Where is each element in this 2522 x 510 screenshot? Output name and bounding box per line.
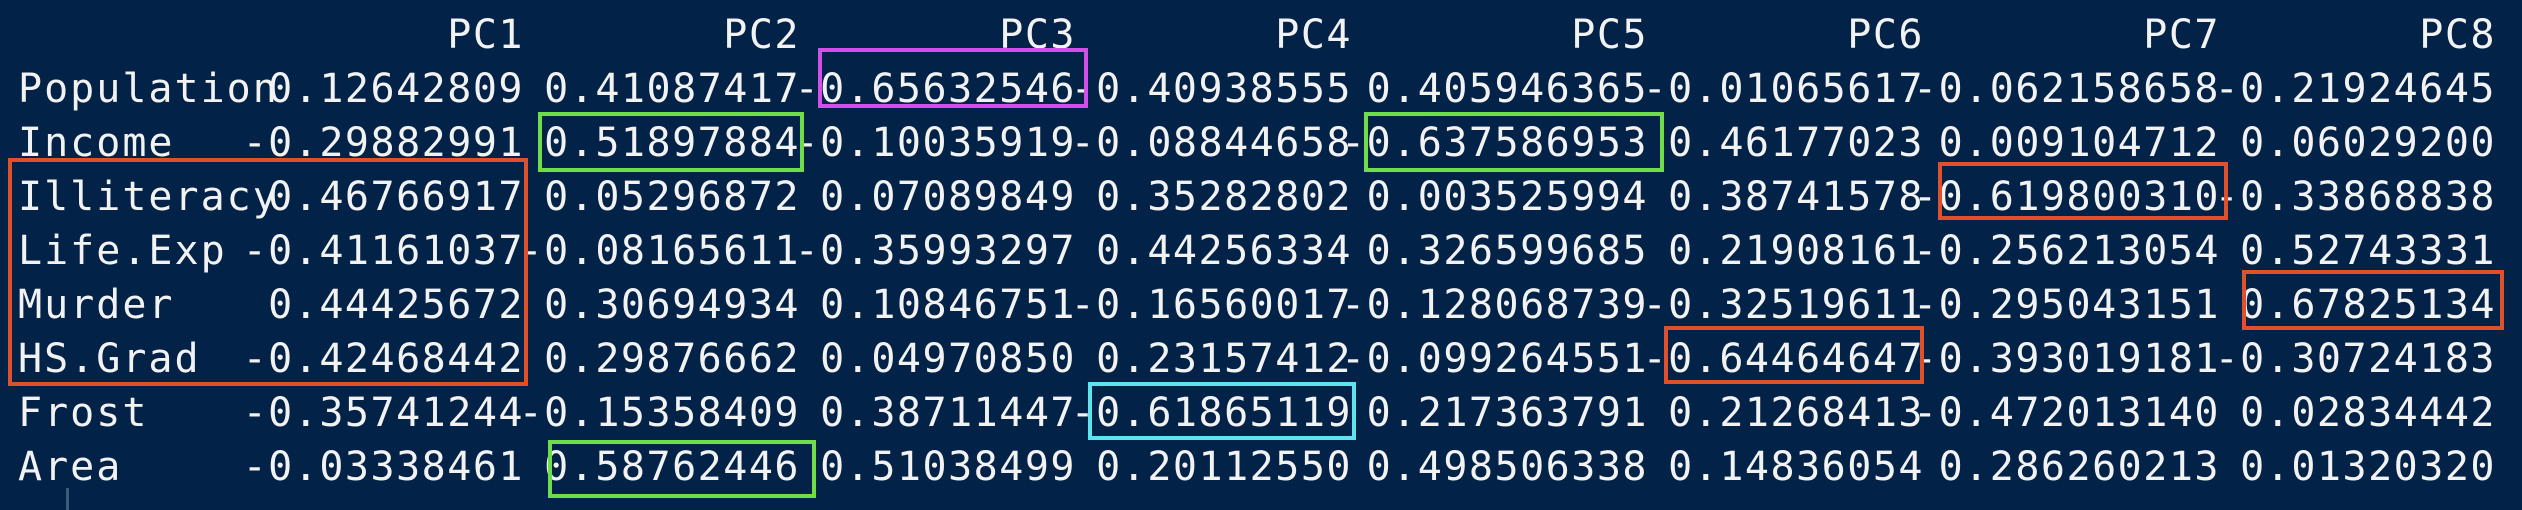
table-cell: -0.42468442 [242,336,524,382]
table-cell: 0.10846751 [820,282,1076,328]
table-cell: 0.05296872 [544,174,800,220]
table-cell: -0.08165611 [518,228,800,274]
table-cell: -0.10035919 [794,120,1076,166]
table-cell: -0.128068739 [1341,282,1648,328]
highlight-box-income-pc2 [538,112,804,172]
table-row-hs-grad: HS.Grad -0.42468442 0.29876662 0.0497085… [0,332,2522,386]
table-cell: 0.01320320 [2240,444,2496,490]
row-label-illiteracy: Illiteracy [18,174,279,220]
table-cell: 0.46766917 [268,174,524,220]
table-cell: -0.33868838 [2214,174,2496,220]
table-cell: 0.498506338 [1366,444,1648,490]
table-cell: 0.38711447 [820,390,1076,436]
table-cell: -0.03338461 [242,444,524,490]
table-cell: 0.35282802 [1096,174,1352,220]
table-cell: -0.472013140 [1913,390,2220,436]
table-cell: -0.295043151 [1913,282,2220,328]
row-label-area: Area [18,444,123,490]
column-header-pc6: PC6 [1847,12,1924,58]
table-cell: 0.286260213 [1938,444,2220,490]
column-header-pc1: PC1 [447,12,524,58]
table-cell: 0.29876662 [544,336,800,382]
table-cell: -0.619800310 [1913,174,2220,220]
table-cell: -0.16560017 [1070,282,1352,328]
table-row-area: Area -0.03338461 0.58762446 0.51038499 0… [0,440,2522,494]
table-cell: 0.38741578 [1668,174,1924,220]
table-cell: 0.21908161 [1668,228,1924,274]
row-label-frost: Frost [18,390,149,436]
table-cell: 0.58762446 [544,444,800,490]
table-cell: 0.52743331 [2240,228,2496,274]
highlight-box-hsgrad-pc6 [1664,326,1924,384]
table-cell: 0.14836054 [1668,444,1924,490]
highlight-box-frost-pc4 [1088,382,1356,440]
highlight-box-illiteracy-pc7 [1938,162,2228,220]
table-row-frost: Frost -0.35741244 -0.15358409 0.38711447… [0,386,2522,440]
table-row-illiteracy: Illiteracy 0.46766917 0.05296872 0.07089… [0,170,2522,224]
console-gutter-mark [66,488,69,510]
highlight-box-area-pc2 [548,440,816,498]
row-label-population: Population [18,66,279,112]
table-cell: -0.637586953 [1341,120,1648,166]
table-cell: -0.15358409 [518,390,800,436]
table-cell: 0.009104712 [1938,120,2220,166]
table-cell: -0.32519611 [1642,282,1924,328]
table-cell: -0.35993297 [794,228,1076,274]
column-header-pc7: PC7 [2143,12,2220,58]
row-label-hs-grad: HS.Grad [18,336,201,382]
table-row-murder: Murder 0.44425672 0.30694934 0.10846751 … [0,278,2522,332]
table-cell: -0.062158658 [1913,66,2220,112]
table-cell: -0.21924645 [2214,66,2496,112]
table-cell: 0.20112550 [1096,444,1352,490]
table-cell: 0.04970850 [820,336,1076,382]
table-cell: 0.07089849 [820,174,1076,220]
table-cell: -0.01065617 [1642,66,1924,112]
row-label-murder: Murder [18,282,175,328]
table-cell: 0.326599685 [1366,228,1648,274]
table-cell: 0.44425672 [268,282,524,328]
table-cell: 0.41087417 [544,66,800,112]
table-cell: 0.003525994 [1366,174,1648,220]
table-cell: -0.30724183 [2214,336,2496,382]
column-header-pc5: PC5 [1571,12,1648,58]
table-cell: -0.08844658 [1070,120,1352,166]
table-cell: -0.35741244 [242,390,524,436]
table-cell: 0.02834442 [2240,390,2496,436]
table-cell: 0.67825134 [2240,282,2496,328]
table-cell: -0.41161037 [242,228,524,274]
table-cell: -0.393019181 [1913,336,2220,382]
highlight-box-murder-pc8 [2242,270,2504,330]
table-row-life-exp: Life.Exp -0.41161037 -0.08165611 -0.3599… [0,224,2522,278]
header-row: PC1 PC2 PC3 PC4 PC5 PC6 PC7 PC8 [0,8,2522,62]
table-cell: 0.46177023 [1668,120,1924,166]
table-cell: 0.51038499 [820,444,1076,490]
table-row-income: Income -0.29882991 0.51897884 -0.1003591… [0,116,2522,170]
table-cell: 0.21268413 [1668,390,1924,436]
table-cell: 0.06029200 [2240,120,2496,166]
table-cell: -0.099264551 [1341,336,1648,382]
table-cell: 0.217363791 [1366,390,1648,436]
table-cell: 0.12642809 [268,66,524,112]
highlight-box-population-pc3 [818,48,1088,108]
table-cell: 0.44256334 [1096,228,1352,274]
column-header-pc2: PC2 [723,12,800,58]
highlight-box-income-pc5 [1364,112,1664,172]
table-cell: -0.256213054 [1913,228,2220,274]
column-header-pc8: PC8 [2419,12,2496,58]
table-cell: -0.61865119 [1070,390,1352,436]
table-cell: -0.64464647 [1642,336,1924,382]
table-cell: 0.405946365 [1366,66,1648,112]
table-cell: 0.51897884 [544,120,800,166]
table-row-population: Population 0.12642809 0.41087417 -0.6563… [0,62,2522,116]
column-header-pc4: PC4 [1275,12,1352,58]
table-cell: -0.40938555 [1070,66,1352,112]
table-cell: 0.23157412 [1096,336,1352,382]
table-cell: 0.30694934 [544,282,800,328]
highlight-box-pc1-illiteracy-to-hsgrad [8,158,528,386]
row-label-life-exp: Life.Exp [18,228,227,274]
